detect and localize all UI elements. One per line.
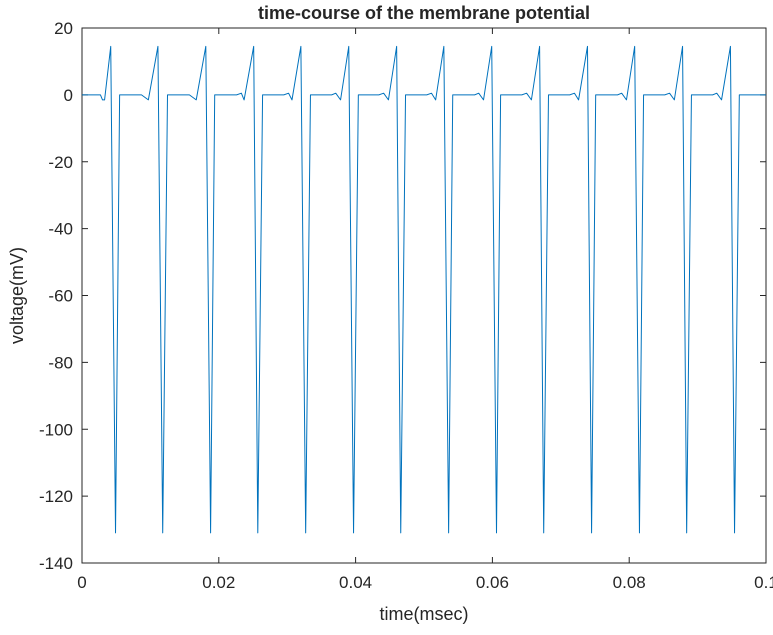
y-tick-label: -40 [48,220,73,239]
y-tick-label: -80 [48,353,73,372]
chart-title: time-course of the membrane potential [258,3,590,23]
y-tick-label: 20 [54,19,73,38]
x-axis-label: time(msec) [380,604,469,624]
y-tick-label: -20 [48,153,73,172]
y-tick-label: -100 [39,420,73,439]
x-tick-label: 0.02 [202,573,235,592]
x-tick-label: 0.1 [754,573,773,592]
x-tick-label: 0 [77,573,86,592]
x-tick-label: 0.04 [339,573,372,592]
y-axis-label: voltage(mV) [7,247,27,344]
membrane-potential-line [82,45,766,534]
y-tick-label: 0 [64,86,73,105]
x-tick-label: 0.06 [476,573,509,592]
y-tick-label: -140 [39,554,73,573]
plot-area: 0 0.02 0.04 0.06 0.08 0.1 -140 -120 -100 -80 -60 -4… [39,19,773,592]
y-tick-label: -60 [48,287,73,306]
x-tick-label: 0.08 [613,573,646,592]
y-tick-label: -120 [39,487,73,506]
